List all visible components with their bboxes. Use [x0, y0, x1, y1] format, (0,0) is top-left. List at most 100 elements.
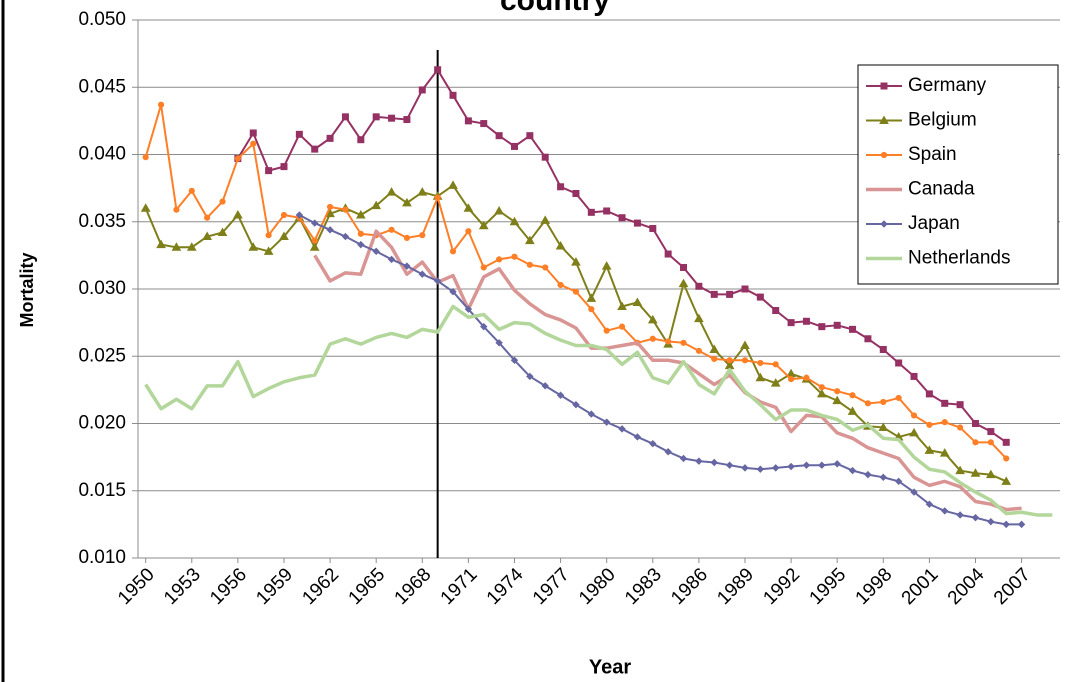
marker — [295, 130, 303, 138]
marker — [386, 187, 397, 196]
marker — [586, 293, 597, 302]
marker — [694, 313, 704, 323]
marker — [618, 214, 626, 222]
marker — [895, 359, 903, 367]
marker — [357, 230, 364, 237]
marker — [557, 281, 564, 289]
marker — [956, 511, 964, 519]
marker — [987, 428, 995, 436]
y-tick-label: 0.010 — [78, 547, 126, 568]
marker — [433, 277, 442, 285]
marker — [449, 91, 457, 99]
marker — [341, 113, 349, 121]
marker — [1017, 520, 1026, 529]
marker — [601, 261, 612, 270]
marker — [372, 113, 380, 121]
marker — [649, 224, 657, 232]
marker — [1003, 455, 1010, 462]
marker — [588, 306, 595, 313]
marker — [402, 197, 412, 207]
marker — [649, 439, 657, 448]
marker — [818, 323, 826, 331]
marker — [280, 163, 288, 171]
marker — [910, 372, 918, 380]
marker — [987, 439, 994, 446]
marker — [847, 406, 858, 415]
y-tick-label: 0.020 — [78, 413, 126, 434]
marker — [864, 335, 872, 343]
marker — [740, 340, 750, 349]
marker — [618, 323, 626, 330]
marker — [171, 242, 182, 251]
marker — [419, 232, 426, 239]
marker — [388, 114, 396, 122]
series-line — [144, 304, 1053, 517]
marker — [895, 394, 902, 402]
marker — [157, 101, 165, 108]
marker — [265, 167, 273, 175]
marker — [173, 206, 180, 213]
marker — [849, 325, 857, 333]
marker — [880, 82, 888, 90]
marker — [1001, 476, 1012, 485]
marker — [849, 392, 856, 399]
marker — [480, 264, 487, 271]
y-tick-label: 0.030 — [78, 278, 126, 299]
marker — [695, 282, 703, 290]
marker — [526, 132, 534, 140]
marker — [496, 256, 503, 263]
marker — [434, 66, 442, 74]
legend-label: Netherlands — [908, 248, 1010, 269]
marker — [556, 391, 565, 399]
legend-label: Canada — [908, 179, 975, 200]
marker — [342, 206, 349, 213]
marker — [710, 458, 718, 467]
marker — [233, 210, 243, 219]
marker — [511, 253, 518, 260]
marker — [403, 262, 411, 270]
series-line — [298, 214, 1022, 526]
marker — [880, 151, 888, 159]
marker — [524, 235, 535, 245]
marker — [186, 242, 197, 251]
marker — [403, 234, 411, 241]
marker — [879, 346, 887, 354]
marker — [603, 327, 610, 334]
marker — [833, 321, 841, 329]
marker — [925, 500, 934, 508]
marker — [772, 464, 780, 472]
marker — [956, 401, 964, 409]
marker — [448, 180, 458, 189]
marker — [279, 231, 289, 241]
marker — [787, 376, 795, 383]
marker — [971, 420, 979, 427]
marker — [372, 247, 380, 256]
legend: Germany Belgium Spain Canada Japan Netherland… — [857, 64, 1059, 285]
marker — [603, 207, 611, 215]
marker — [480, 120, 488, 128]
marker — [526, 261, 533, 268]
marker — [910, 412, 918, 419]
marker — [910, 488, 918, 496]
marker — [818, 384, 825, 391]
marker — [587, 410, 596, 418]
marker — [926, 421, 933, 428]
marker — [664, 448, 672, 456]
marker — [864, 400, 872, 407]
marker — [695, 347, 702, 354]
marker — [1002, 438, 1010, 446]
marker — [878, 422, 889, 432]
y-tick-label: 0.045 — [78, 76, 126, 97]
marker — [434, 194, 441, 201]
marker — [188, 187, 195, 194]
marker — [449, 287, 457, 296]
marker — [478, 220, 489, 230]
marker — [955, 465, 965, 475]
marker — [864, 470, 872, 479]
legend-label: Germany — [908, 75, 987, 96]
marker — [355, 210, 366, 219]
y-tick-label: 0.040 — [78, 144, 126, 165]
marker — [802, 317, 810, 325]
marker — [909, 427, 919, 437]
